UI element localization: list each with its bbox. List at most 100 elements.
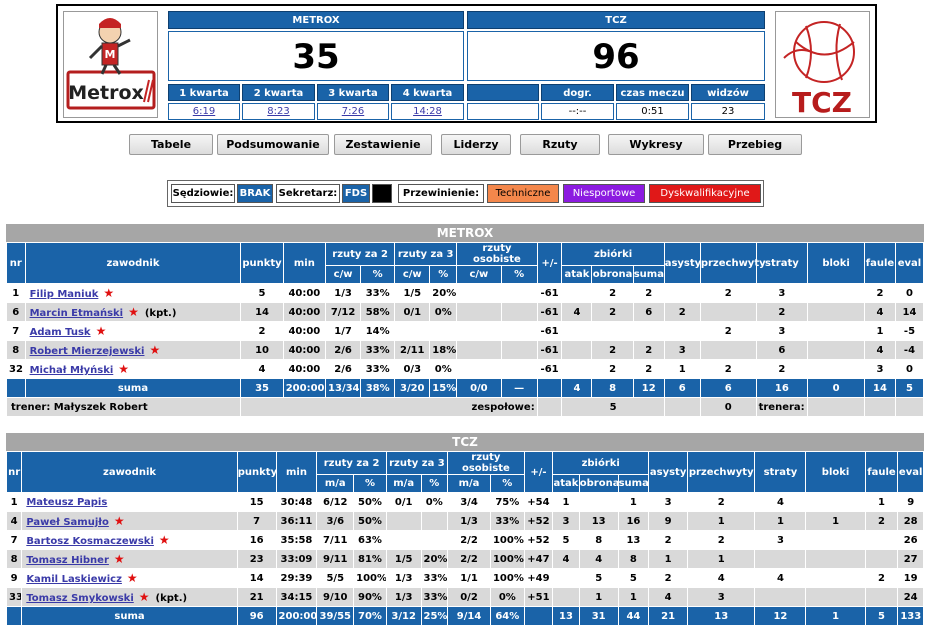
nav-button-liderzy[interactable]: Liderzy bbox=[441, 134, 511, 155]
stat-ft-pct bbox=[500, 321, 538, 341]
stat-reb-off bbox=[561, 283, 593, 303]
stat-reb-off: 5 bbox=[552, 530, 580, 550]
col-reb-sum: suma bbox=[617, 474, 650, 493]
coach-fouls-label: trenera: bbox=[755, 397, 809, 417]
col-ft: rzuty osobiste bbox=[456, 242, 538, 266]
nav-button-zestawienie[interactable]: Zestawienie bbox=[334, 134, 432, 155]
stat-steals: 1 bbox=[687, 549, 756, 569]
quarter-2-score[interactable]: 8:23 bbox=[242, 103, 315, 120]
player-name-cell[interactable]: Adam Tusk ★ bbox=[24, 321, 242, 341]
nav-button-tabele[interactable]: Tabele bbox=[129, 134, 213, 155]
player-name-link[interactable]: Paweł Samujło bbox=[26, 517, 109, 528]
stat-points: 5 bbox=[240, 283, 284, 303]
col-eval: eval bbox=[897, 451, 924, 493]
player-name-link[interactable]: Filip Maniuk bbox=[29, 289, 99, 300]
stat-2pt-pct: 90% bbox=[353, 587, 387, 607]
sum-fouls: 14 bbox=[863, 378, 896, 398]
col-ft-pct: % bbox=[489, 474, 525, 493]
player-name-link[interactable]: Bartosz Kosmaczewski bbox=[26, 536, 154, 547]
stat-2pt-made: 1/3 bbox=[325, 283, 362, 303]
away-team-name: TCZ bbox=[467, 11, 765, 29]
sum-reb-off: 4 bbox=[561, 378, 593, 398]
stat-reb-sum: 1 bbox=[617, 492, 650, 512]
player-name-cell[interactable]: Marcin Etmański ★ (kpt.) bbox=[24, 302, 242, 322]
starter-star-icon: ★ bbox=[138, 590, 150, 604]
stat-blocks bbox=[805, 549, 866, 569]
player-name-link[interactable]: Adam Tusk bbox=[29, 327, 91, 338]
stat-reb-off: 1 bbox=[552, 492, 580, 512]
col-2pt-pct: % bbox=[353, 474, 387, 493]
nav-button-przebieg[interactable]: Przebieg bbox=[708, 134, 802, 155]
sum-ft-made: 0/0 bbox=[456, 378, 502, 398]
sum-turnovers: 12 bbox=[754, 606, 807, 626]
player-name-cell[interactable]: Tomasz Smykowski ★ (kpt.) bbox=[21, 587, 238, 607]
stat-3pt-pct: 20% bbox=[420, 549, 449, 569]
stat-3pt-made bbox=[394, 321, 431, 341]
quarter-2-link[interactable]: 8:23 bbox=[267, 106, 290, 117]
stat-ft-pct bbox=[500, 359, 538, 379]
stat-reb-sum bbox=[632, 321, 665, 341]
quarter-1-score[interactable]: 6:19 bbox=[168, 103, 240, 120]
stat-steals: 1 bbox=[687, 511, 756, 531]
nav-button-wykresy[interactable]: Wykresy bbox=[608, 134, 704, 155]
player-name-link[interactable]: Michał Młyński bbox=[29, 365, 114, 376]
nav-button-podsumowanie[interactable]: Podsumowanie bbox=[217, 134, 329, 155]
player-name-cell[interactable]: Mateusz Papis bbox=[21, 492, 238, 512]
stat-ft-made: 1/1 bbox=[447, 568, 491, 588]
player-name-cell[interactable]: Robert Mierzejewski ★ bbox=[24, 340, 242, 360]
quarter-4-link[interactable]: 14:28 bbox=[413, 106, 442, 117]
referees-label: Sędziowie: bbox=[171, 184, 235, 203]
table-row: 1 Mateusz Papis 15 30:48 6/12 50% 0/1 0% 3/4 75% +… bbox=[5, 492, 924, 512]
stat-eval: 9 bbox=[897, 492, 924, 512]
stat-steals: 3 bbox=[687, 587, 756, 607]
metrox-stats-block: METROX nr zawodnik punkty min rzuty za 2… bbox=[5, 224, 925, 417]
stat-plus-minus: -61 bbox=[536, 302, 563, 322]
stat-minutes: 33:09 bbox=[275, 549, 318, 569]
quarter-3-link[interactable]: 7:26 bbox=[341, 106, 365, 117]
table-row: 7 Adam Tusk ★ 2 40:00 1/7 14% -61 2 3 1 -5 bbox=[6, 321, 925, 341]
metrox-logo-text: Metrox bbox=[68, 82, 144, 104]
player-name-link[interactable]: Kamil Laskiewicz bbox=[26, 574, 122, 585]
stat-ft-pct bbox=[500, 340, 538, 360]
quarter-4-score[interactable]: 14:28 bbox=[391, 103, 464, 120]
stat-steals: 2 bbox=[699, 321, 757, 341]
nav-button-rzuty[interactable]: Rzuty bbox=[520, 134, 600, 155]
player-name-link[interactable]: Marcin Etmański bbox=[29, 308, 124, 319]
player-name-cell[interactable]: Kamil Laskiewicz ★ bbox=[21, 568, 238, 588]
stat-3pt-made: 1/3 bbox=[385, 568, 422, 588]
sum-ft-made: 9/14 bbox=[447, 606, 491, 626]
player-name-link[interactable]: Tomasz Hibner bbox=[26, 555, 109, 566]
table-row: 4 Paweł Samujło ★ 7 36:11 3/6 50% 1/3 33% +52 3 13 1… bbox=[5, 511, 924, 531]
stat-3pt-made: 0/1 bbox=[394, 302, 431, 322]
col-points: punkty bbox=[236, 451, 277, 493]
stat-eval: 0 bbox=[894, 359, 925, 379]
player-name-cell[interactable]: Bartosz Kosmaczewski ★ bbox=[21, 530, 238, 550]
table-row: 1 Filip Maniuk ★ 5 40:00 1/3 33% 1/5 20% -61 2 2 2 3 2… bbox=[6, 283, 925, 303]
svg-text:M: M bbox=[105, 48, 116, 61]
stat-ft-pct: 75% bbox=[489, 492, 525, 512]
sum-assists: 21 bbox=[648, 606, 689, 626]
col-minutes: min bbox=[282, 242, 327, 284]
player-name-link[interactable]: Tomasz Smykowski bbox=[26, 593, 134, 604]
stat-eval: 27 bbox=[897, 549, 924, 569]
stat-reb-off: 4 bbox=[552, 549, 580, 569]
stat-ft-pct: 100% bbox=[489, 530, 525, 550]
quarter-1-link[interactable]: 6:19 bbox=[192, 106, 216, 117]
player-name-cell[interactable]: Michał Młyński ★ bbox=[24, 359, 242, 379]
stat-2pt-made: 9/11 bbox=[316, 549, 355, 569]
stat-assists: 1 bbox=[663, 359, 701, 379]
stat-2pt-made: 9/10 bbox=[316, 587, 355, 607]
player-name-cell[interactable]: Filip Maniuk ★ bbox=[24, 283, 242, 303]
metrox-stats-table: nr zawodnik punkty min rzuty za 2 rzuty … bbox=[5, 242, 925, 417]
player-name-link[interactable]: Robert Mierzejewski bbox=[29, 346, 145, 357]
player-name-cell[interactable]: Paweł Samujło ★ bbox=[21, 511, 238, 531]
sum-fouls: 5 bbox=[864, 606, 899, 626]
stat-fouls: 1 bbox=[863, 321, 896, 341]
stat-minutes: 40:00 bbox=[282, 302, 327, 322]
quarter-3-score[interactable]: 7:26 bbox=[317, 103, 389, 120]
col-blocks: bloki bbox=[805, 451, 866, 493]
player-name-link[interactable]: Mateusz Papis bbox=[26, 496, 108, 508]
stat-ft-made: 1/3 bbox=[447, 511, 491, 531]
player-name-cell[interactable]: Tomasz Hibner ★ bbox=[21, 549, 238, 569]
stat-blocks bbox=[807, 321, 865, 341]
